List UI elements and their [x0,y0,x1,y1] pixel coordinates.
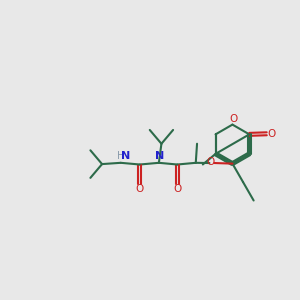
Text: N: N [122,151,130,161]
Text: H: H [117,151,124,161]
Text: N: N [155,151,164,161]
Text: O: O [229,114,237,124]
Text: O: O [206,158,215,167]
Text: O: O [268,129,276,139]
Text: O: O [136,184,144,194]
Text: O: O [173,184,182,194]
